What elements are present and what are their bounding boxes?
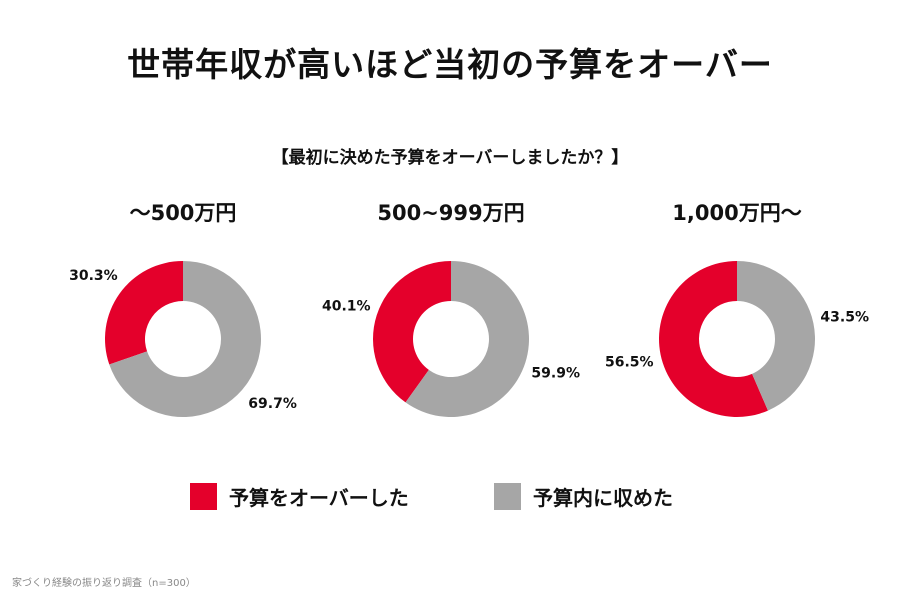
pct-label-within-over-1000: 43.5% (820, 310, 869, 326)
legend-item-within: 予算内に収めた (494, 476, 673, 516)
donut-segment-within-under-500 (109, 261, 261, 417)
legend-swatch-over (190, 482, 217, 510)
source-note: 家づくり経験の振り返り調査（n=300） (12, 578, 196, 589)
chart-title-over-1000: 1,000万円～ (672, 201, 802, 225)
pct-label-over-under-500: 30.3% (69, 268, 118, 284)
donut-segment-within-over-1000 (737, 261, 816, 411)
donut-segment-over-500-999 (373, 261, 451, 403)
donut-segment-over-over-1000 (659, 261, 768, 417)
legend-label-within: 予算内に収めた (533, 485, 673, 510)
chart-subtitle: 【最初に決めた予算をオーバーしましたか？】 (271, 148, 629, 168)
legend-item-over: 予算をオーバーした (190, 476, 409, 516)
pct-label-within-500-999: 59.9% (531, 366, 580, 382)
chart-title-500-999: 500~999万円 (377, 201, 525, 225)
legend-swatch-within (494, 482, 521, 510)
page-title: 世帯年収が高いほど当初の予算をオーバー (127, 45, 773, 84)
chart-title-under-500: ～500万円 (129, 201, 237, 225)
legend: 予算をオーバーした 予算内に収めた (0, 476, 900, 516)
legend-label-over: 予算をオーバーした (229, 485, 409, 510)
pct-label-over-500-999: 40.1% (322, 298, 371, 314)
donut-segment-within-500-999 (405, 261, 530, 418)
pct-label-over-over-1000: 56.5% (605, 354, 654, 370)
donut-segment-over-under-500 (105, 261, 183, 365)
pct-label-within-under-500: 69.7% (248, 396, 297, 412)
